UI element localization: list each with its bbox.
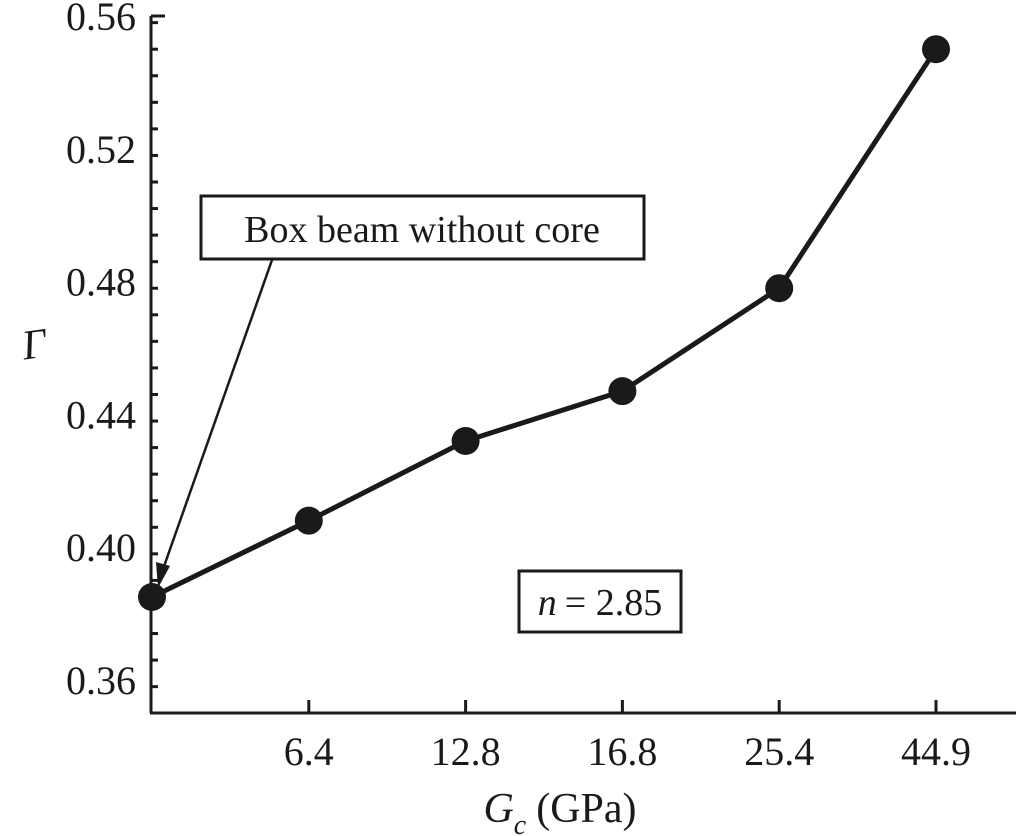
x-ticks [307, 700, 938, 713]
annotation-n-value: n = 2.85 [517, 569, 683, 634]
x-axis: 6.4 12.8 16.8 25.4 44.9 [150, 700, 1016, 774]
x-tick-label: 25.4 [744, 729, 814, 774]
y-tick-labels: 0.36 0.40 0.44 0.48 0.52 0.56 [66, 0, 136, 703]
series-line [150, 47, 939, 600]
data-point-marker [765, 274, 794, 303]
y-tick-label: 0.56 [66, 0, 136, 39]
arrowhead-icon [156, 562, 170, 588]
x-axis-title: Gc (GPa) [483, 786, 636, 836]
data-series [138, 35, 950, 611]
annotation-box-beam: Box beam without core [156, 194, 646, 588]
x-axis-title-unit: (GPa) [536, 786, 636, 832]
x-axis-title-var: G [483, 786, 513, 832]
y-tick-label: 0.52 [66, 127, 136, 172]
annotation-n-text: n = 2.85 [538, 582, 662, 624]
y-axis-title: Γ [18, 320, 51, 369]
y-tick-label: 0.40 [66, 525, 136, 570]
x-tick-label: 44.9 [901, 729, 971, 774]
data-point-marker [294, 506, 323, 535]
annotation-arrow [160, 259, 274, 573]
x-tick-label: 6.4 [284, 729, 334, 774]
x-tick-label: 12.8 [431, 729, 501, 774]
y-tick-label: 0.48 [66, 260, 136, 305]
x-axis-title-sub: c [514, 810, 527, 836]
data-point-marker [451, 426, 480, 455]
y-tick-label: 0.44 [66, 392, 136, 437]
x-tick-labels: 6.4 12.8 16.8 25.4 44.9 [284, 729, 971, 774]
y-tick-label: 0.36 [66, 658, 136, 703]
data-point-marker [138, 583, 166, 611]
series-markers [138, 35, 950, 611]
data-point-marker [922, 35, 950, 64]
data-point-marker [608, 377, 637, 406]
y-axis: 0.36 0.40 0.44 0.48 0.52 0.56 [66, 0, 165, 713]
annotation-box-beam-text: Box beam without core [244, 209, 600, 251]
x-tick-label: 16.8 [587, 729, 657, 774]
